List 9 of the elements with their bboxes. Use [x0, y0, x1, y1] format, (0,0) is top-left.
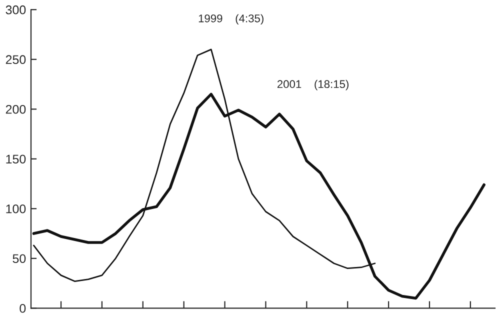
y-tick-label: 50 — [12, 254, 26, 264]
y-tick-label: 250 — [6, 55, 26, 64]
y-tick-label: 0 — [20, 304, 26, 313]
y-tick-label: 300 — [6, 5, 26, 14]
y-tick-label: 200 — [6, 104, 26, 114]
annotation: 1999 (4:35) — [198, 14, 264, 25]
y-tick-label: 100 — [6, 204, 26, 214]
y-tick-label: 150 — [6, 154, 26, 164]
annotation: 2001 (18:15) — [277, 80, 348, 90]
